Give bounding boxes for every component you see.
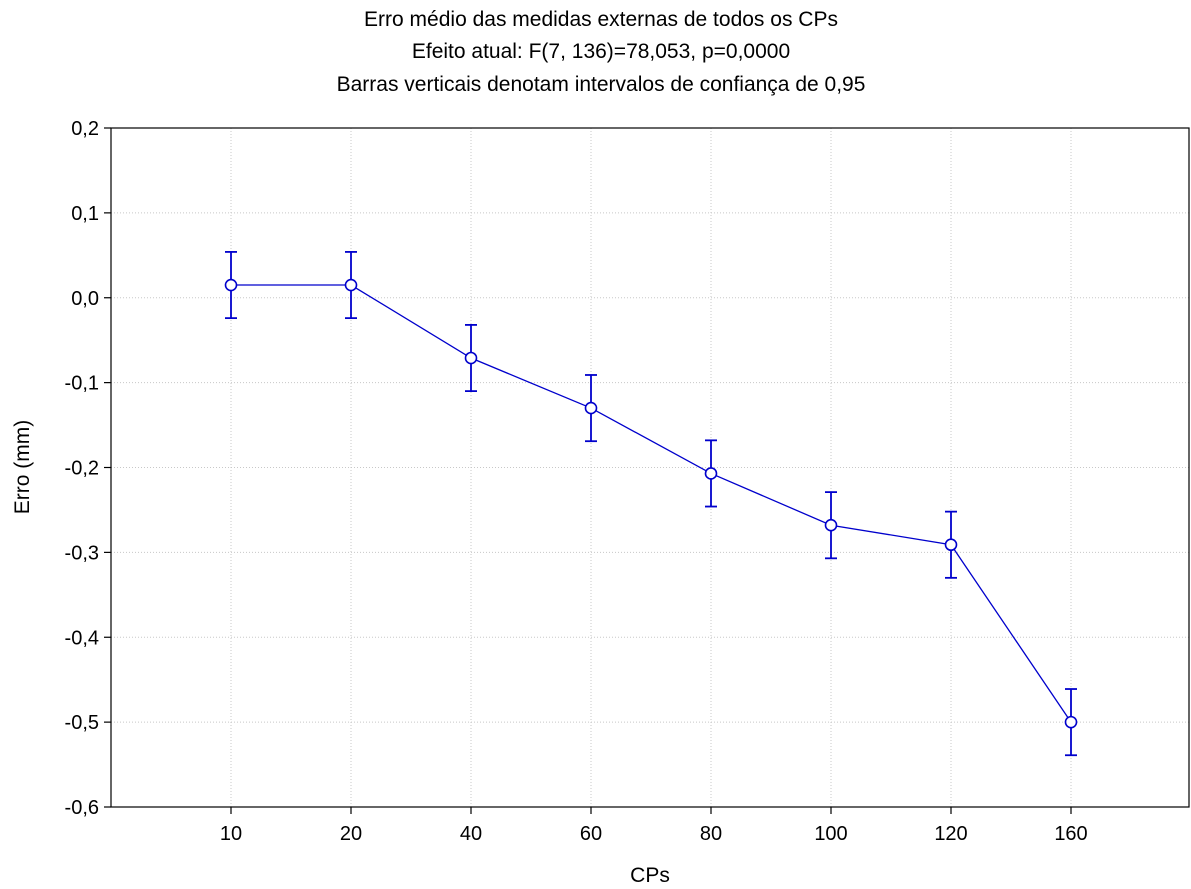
x-axis-title: CPs <box>630 864 670 887</box>
x-tick-label: 80 <box>700 823 722 845</box>
y-tick-label: -0,3 <box>65 542 99 564</box>
chart-title: Erro médio das medidas externas de todos… <box>337 8 866 96</box>
data-point <box>344 278 358 292</box>
x-tick-label: 120 <box>934 823 967 845</box>
y-tick-label: -0,4 <box>65 627 99 649</box>
x-tick-label: 60 <box>580 823 602 845</box>
data-point <box>584 401 598 415</box>
x-tick-label: 10 <box>220 823 242 845</box>
y-tick-labels: 0,2 0,1 0,0 -0,1 -0,2 -0,3 -0,4 -0,5 -0,6 <box>65 118 99 819</box>
grid <box>111 128 1189 807</box>
data-series <box>224 251 1078 757</box>
data-point <box>224 278 238 292</box>
x-tick-labels: 10 20 40 60 80 100 120 160 <box>220 823 1088 845</box>
chart-title-line-3: Barras verticais denotam intervalos de c… <box>337 73 866 96</box>
data-point <box>944 538 958 552</box>
y-tick-label: -0,1 <box>65 373 99 395</box>
chart-title-line-1: Erro médio das medidas externas de todos… <box>364 8 838 31</box>
chart-title-line-2: Efeito atual: F(7, 136)=78,053, p=0,0000 <box>412 40 790 63</box>
y-tick-label: -0,6 <box>65 797 99 819</box>
x-tick-label: 40 <box>460 823 482 845</box>
x-tick-label: 100 <box>814 823 847 845</box>
plot-frame <box>110 127 1190 808</box>
data-point <box>1064 715 1078 729</box>
y-axis-title: Erro (mm) <box>11 420 34 514</box>
data-point <box>824 518 838 532</box>
data-point <box>704 467 718 480</box>
x-tick-label: 20 <box>340 823 362 845</box>
y-tick-label: -0,5 <box>65 712 99 734</box>
data-point <box>464 351 478 365</box>
x-tick-label: 160 <box>1054 823 1087 845</box>
series-line <box>231 284 1072 723</box>
axis-ticks <box>104 127 1072 814</box>
y-tick-label: 0,2 <box>71 118 99 140</box>
y-tick-label: 0,0 <box>71 288 99 310</box>
y-tick-label: -0,2 <box>65 458 99 480</box>
y-tick-label: 0,1 <box>71 203 99 225</box>
